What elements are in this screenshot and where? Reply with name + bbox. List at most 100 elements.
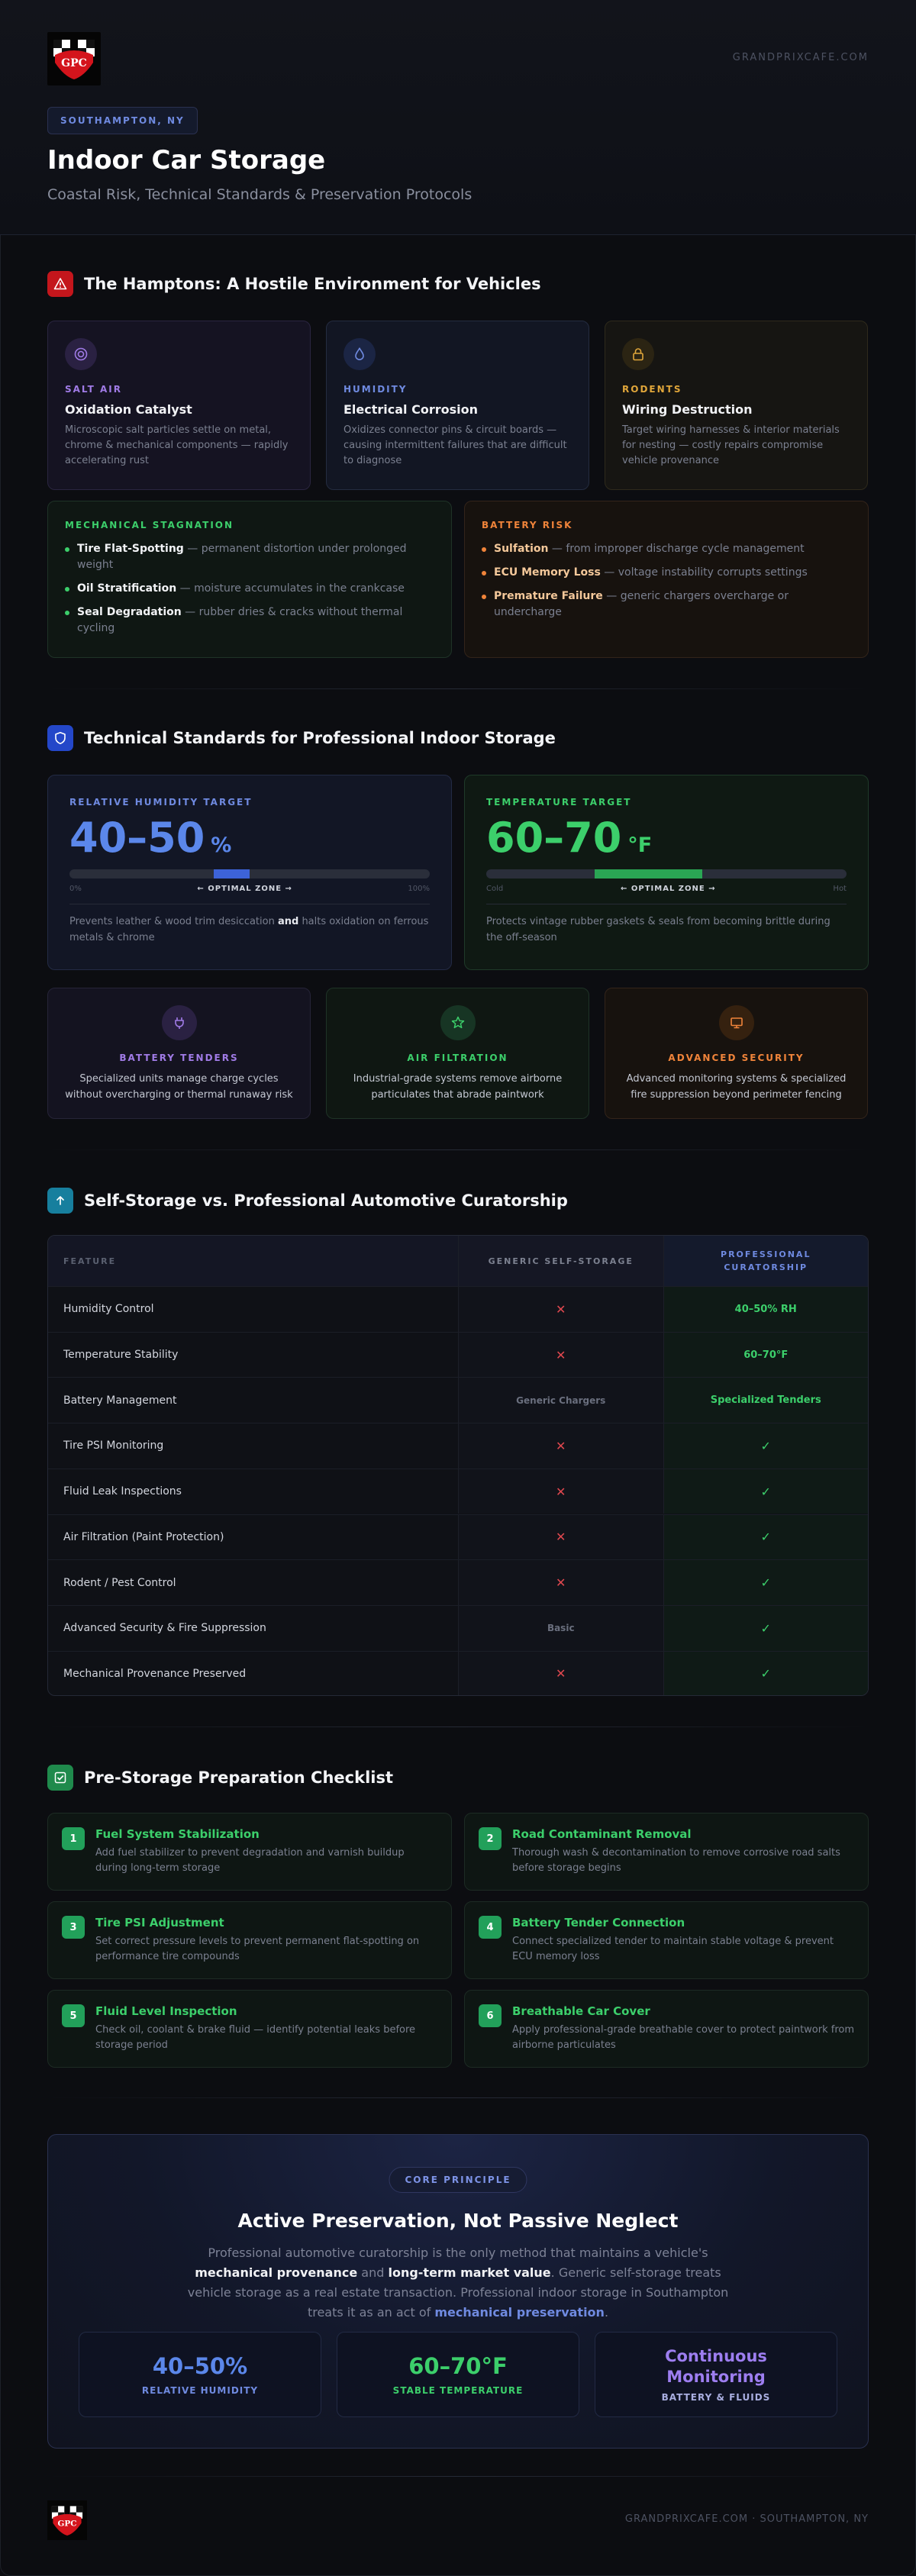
feature-desc: Advanced monitoring systems & specialize… (626, 1073, 847, 1101)
feature-cell: Battery Management (63, 1394, 177, 1407)
step-desc: Add fuel stabilizer to prevent degradati… (95, 1847, 405, 1874)
divider (47, 2097, 869, 2098)
professional-cell: ✓ (663, 1605, 868, 1651)
feature-desc: Specialized units manage charge cycles w… (65, 1073, 293, 1101)
feature-kicker: AIR FILTRATION (407, 1053, 508, 1063)
list-item: Tire Flat-Spotting — permanent distortio… (65, 541, 434, 573)
svg-text:GPC: GPC (58, 2519, 77, 2528)
comparison-table: FEATURE GENERIC SELF-STORAGE PROFESSIONA… (47, 1235, 869, 1696)
humidity-scale: 0% ← OPTIMAL ZONE → 100% (69, 885, 430, 893)
risk-kicker: RODENTS (622, 384, 682, 395)
table-header-row: FEATURE GENERIC SELF-STORAGE PROFESSIONA… (48, 1236, 868, 1286)
professional-cell: ✓ (663, 1560, 868, 1605)
humidity-optimal-fill (213, 869, 250, 879)
humidity-desc: Prevents leather & wood trim desiccation… (69, 916, 429, 943)
section-title: Technical Standards for Professional Ind… (84, 729, 556, 747)
step-number: 5 (62, 2004, 85, 2027)
section-standards-heading: Technical Standards for Professional Ind… (47, 725, 556, 751)
warning-icon (47, 271, 73, 297)
site-url[interactable]: GRANDPRIXCAFE.COM (732, 52, 869, 63)
core-title: Active Preservation, Not Passive Neglect (237, 2210, 679, 2232)
generic-cell: Basic (458, 1605, 663, 1651)
list-item: ECU Memory Loss — voltage instability co… (482, 565, 851, 581)
divider (47, 688, 869, 689)
monitor-icon (718, 1005, 754, 1040)
core-text: Professional automotive curatorship is t… (187, 2246, 729, 2320)
header-professional: PROFESSIONAL CURATORSHIP (663, 1236, 868, 1286)
temperature-value: 60–70 °F (486, 814, 653, 862)
generic-cell: ✕ (458, 1469, 663, 1514)
step-number: 1 (62, 1827, 85, 1850)
generic-cell: ✕ (458, 1423, 663, 1469)
table-row: Mechanical Provenance Preserved ✕ ✓ (48, 1650, 868, 1695)
mechanical-kicker: MECHANICAL STAGNATION (65, 520, 234, 530)
generic-cell: ✕ (458, 1651, 663, 1695)
feature-cell: Air Filtration (Paint Protection) (63, 1530, 224, 1543)
step-title: Fluid Level Inspection (95, 2004, 237, 2018)
professional-cell: Specialized Tenders (663, 1378, 868, 1423)
shield-icon (47, 725, 73, 751)
stat-value: Continuous Monitoring (665, 2347, 767, 2386)
humidity-range-bar (69, 869, 430, 879)
checklist-step: 6 Breathable Car Cover Apply professional… (464, 1990, 869, 2068)
risk-card-rodents: RODENTS Wiring Destruction Target wiring… (605, 321, 868, 490)
divider (47, 1726, 869, 1727)
location-badge: SOUTHAMPTON, NY (47, 107, 198, 134)
battery-kicker: BATTERY RISK (482, 520, 573, 530)
feature-desc: Industrial-grade systems remove airborne… (353, 1073, 563, 1101)
list-item: Premature Failure — generic chargers ove… (482, 588, 851, 621)
step-title: Battery Tender Connection (512, 1916, 685, 1930)
risk-card-humidity: HUMIDITY Electrical Corrosion Oxidizes c… (326, 321, 589, 490)
section-checklist-heading: Pre-Storage Preparation Checklist (47, 1765, 393, 1791)
droplet-icon (344, 338, 376, 370)
step-title: Road Contaminant Removal (512, 1827, 692, 1841)
humidity-value: 40–50 % (69, 814, 232, 862)
professional-cell: ✓ (663, 1469, 868, 1514)
table-row: Humidity Control ✕ 40–50% RH (48, 1286, 868, 1332)
footer-text[interactable]: GRANDPRIXCAFE.COM · SOUTHAMPTON, NY (624, 2513, 869, 2525)
step-number: 2 (479, 1827, 502, 1850)
step-title: Breathable Car Cover (512, 2004, 650, 2018)
section-comparison-heading: Self-Storage vs. Professional Automotive… (47, 1188, 568, 1214)
mechanical-list: Tire Flat-Spotting — permanent distortio… (65, 541, 434, 637)
feature-cell: Tire PSI Monitoring (63, 1440, 164, 1452)
list-item: Sulfation — from improper discharge cycl… (482, 541, 851, 557)
professional-cell: ✓ (663, 1651, 868, 1695)
risk-kicker: HUMIDITY (344, 384, 408, 395)
generic-cell: ✕ (458, 1514, 663, 1560)
checklist-step: 4 Battery Tender Connection Connect speci… (464, 1901, 869, 1979)
feature-cell: Temperature Stability (63, 1349, 179, 1362)
footer-logo[interactable]: GPC (47, 2500, 87, 2540)
checklist-step: 3 Tire PSI Adjustment Set correct pressur… (47, 1901, 452, 1979)
feature-kicker: BATTERY TENDERS (119, 1053, 239, 1063)
feature-cell: Rodent / Pest Control (63, 1576, 176, 1589)
plug-icon (161, 1005, 197, 1040)
generic-cell: Generic Chargers (458, 1378, 663, 1423)
arrow-up-icon (47, 1188, 73, 1214)
table-row: Tire PSI Monitoring ✕ ✓ (48, 1423, 868, 1469)
feature-cell: Humidity Control (63, 1303, 154, 1316)
divider (47, 2476, 869, 2477)
risk-kicker: SALT AIR (65, 384, 122, 395)
step-number: 3 (62, 1916, 85, 1939)
risk-desc: Microscopic salt particles settle on met… (65, 424, 289, 466)
stat-monitoring: Continuous Monitoring BATTERY & FLUIDS (595, 2332, 837, 2417)
risk-name: Wiring Destruction (622, 402, 753, 417)
page-subtitle: Coastal Risk, Technical Standards & Pres… (47, 186, 473, 203)
stat-value: 40–50% (152, 2353, 248, 2379)
step-title: Fuel System Stabilization (95, 1827, 260, 1841)
generic-cell: ✕ (458, 1560, 663, 1605)
checkbox-icon (47, 1765, 73, 1791)
checklist-step: 5 Fluid Level Inspection Check oil, coola… (47, 1990, 452, 2068)
divider (47, 1149, 869, 1150)
stat-label: RELATIVE HUMIDITY (141, 2385, 259, 2396)
feature-cell: Advanced Security & Fire Suppression (63, 1622, 266, 1635)
step-desc: Check oil, coolant & brake fluid — ident… (95, 2024, 416, 2051)
table-row: Battery Management Generic Chargers Specia… (48, 1377, 868, 1423)
temperature-scale: Cold ← OPTIMAL ZONE → Hot (486, 885, 847, 893)
gpc-logo[interactable]: GPC (47, 32, 101, 85)
risk-card-salt-air: SALT AIR Oxidation Catalyst Microscopic … (47, 321, 311, 490)
professional-cell: ✓ (663, 1423, 868, 1469)
battery-list: Sulfation — from improper discharge cycl… (482, 541, 851, 621)
feature-cell: Mechanical Provenance Preserved (63, 1667, 247, 1680)
